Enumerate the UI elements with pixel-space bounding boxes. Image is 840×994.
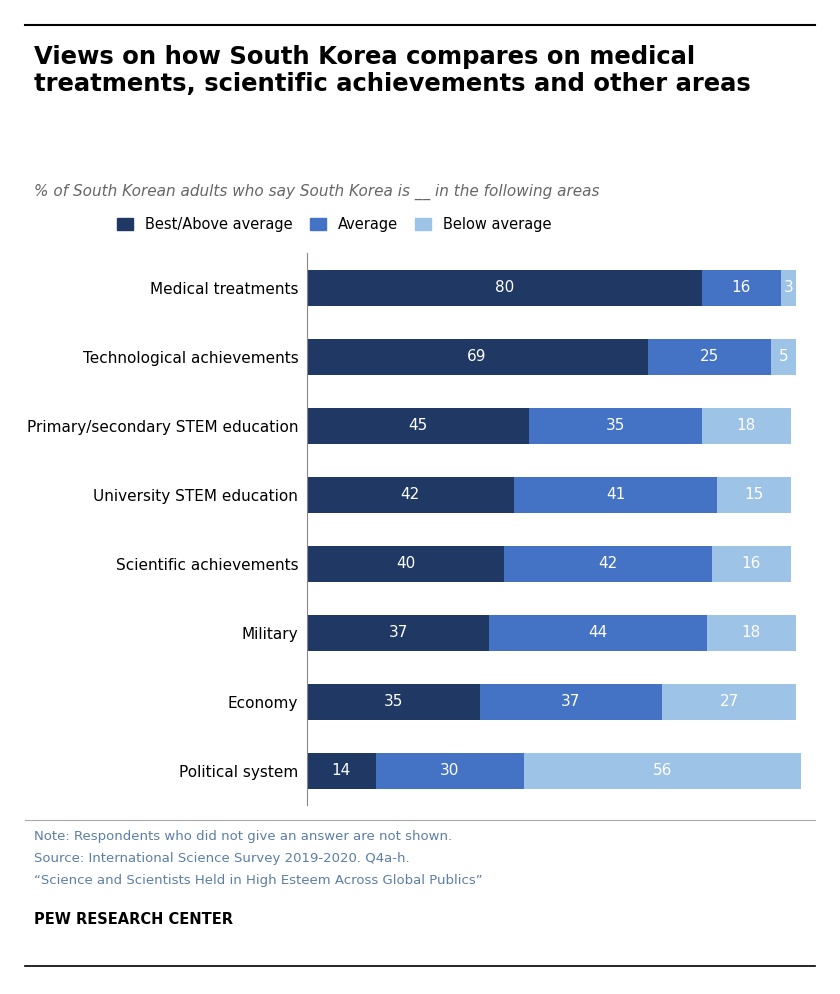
Text: 35: 35 <box>383 694 402 709</box>
Text: 42: 42 <box>401 487 420 502</box>
Text: Source: International Science Survey 2019-2020. Q4a-h.: Source: International Science Survey 201… <box>34 852 409 865</box>
Bar <box>504 546 711 581</box>
Bar <box>529 408 702 443</box>
Text: 35: 35 <box>606 418 625 433</box>
Text: 18: 18 <box>742 625 761 640</box>
Text: 16: 16 <box>732 280 751 295</box>
Bar <box>307 339 648 375</box>
Text: 44: 44 <box>589 625 608 640</box>
Bar <box>375 752 524 788</box>
Bar <box>490 615 706 651</box>
Bar <box>648 339 771 375</box>
Text: 41: 41 <box>606 487 625 502</box>
Text: Note: Respondents who did not give an answer are not shown.: Note: Respondents who did not give an an… <box>34 830 452 843</box>
Bar <box>663 684 795 720</box>
Bar <box>480 684 663 720</box>
Bar <box>307 546 504 581</box>
Bar <box>514 477 717 513</box>
Text: PEW RESEARCH CENTER: PEW RESEARCH CENTER <box>34 912 233 927</box>
Text: 18: 18 <box>737 418 756 433</box>
Text: 42: 42 <box>598 557 617 572</box>
Bar <box>307 752 375 788</box>
Bar <box>524 752 801 788</box>
Text: “Science and Scientists Held in High Esteem Across Global Publics”: “Science and Scientists Held in High Est… <box>34 874 482 887</box>
Bar <box>307 615 490 651</box>
Text: 37: 37 <box>388 625 407 640</box>
Text: 15: 15 <box>744 487 764 502</box>
Text: 16: 16 <box>742 557 761 572</box>
Bar <box>702 408 790 443</box>
Bar <box>702 270 781 306</box>
Legend: Best/Above average, Average, Below average: Best/Above average, Average, Below avera… <box>111 212 557 238</box>
Bar <box>307 684 480 720</box>
Text: 5: 5 <box>779 350 788 365</box>
Text: 40: 40 <box>396 557 415 572</box>
Text: 25: 25 <box>700 350 719 365</box>
Text: 45: 45 <box>408 418 428 433</box>
Bar <box>706 615 795 651</box>
Bar <box>771 339 795 375</box>
Bar <box>307 477 514 513</box>
Bar <box>307 270 702 306</box>
Text: 3: 3 <box>784 280 793 295</box>
Text: 30: 30 <box>440 763 459 778</box>
Text: 14: 14 <box>332 763 351 778</box>
Text: 56: 56 <box>653 763 672 778</box>
Text: 27: 27 <box>719 694 738 709</box>
Bar <box>781 270 795 306</box>
Text: 69: 69 <box>467 350 487 365</box>
Text: Views on how South Korea compares on medical
treatments, scientific achievements: Views on how South Korea compares on med… <box>34 45 750 95</box>
Bar <box>717 477 790 513</box>
Text: % of South Korean adults who say South Korea is __ in the following areas: % of South Korean adults who say South K… <box>34 184 599 200</box>
Text: 37: 37 <box>561 694 580 709</box>
Bar <box>711 546 790 581</box>
Text: 80: 80 <box>495 280 514 295</box>
Bar <box>307 408 529 443</box>
